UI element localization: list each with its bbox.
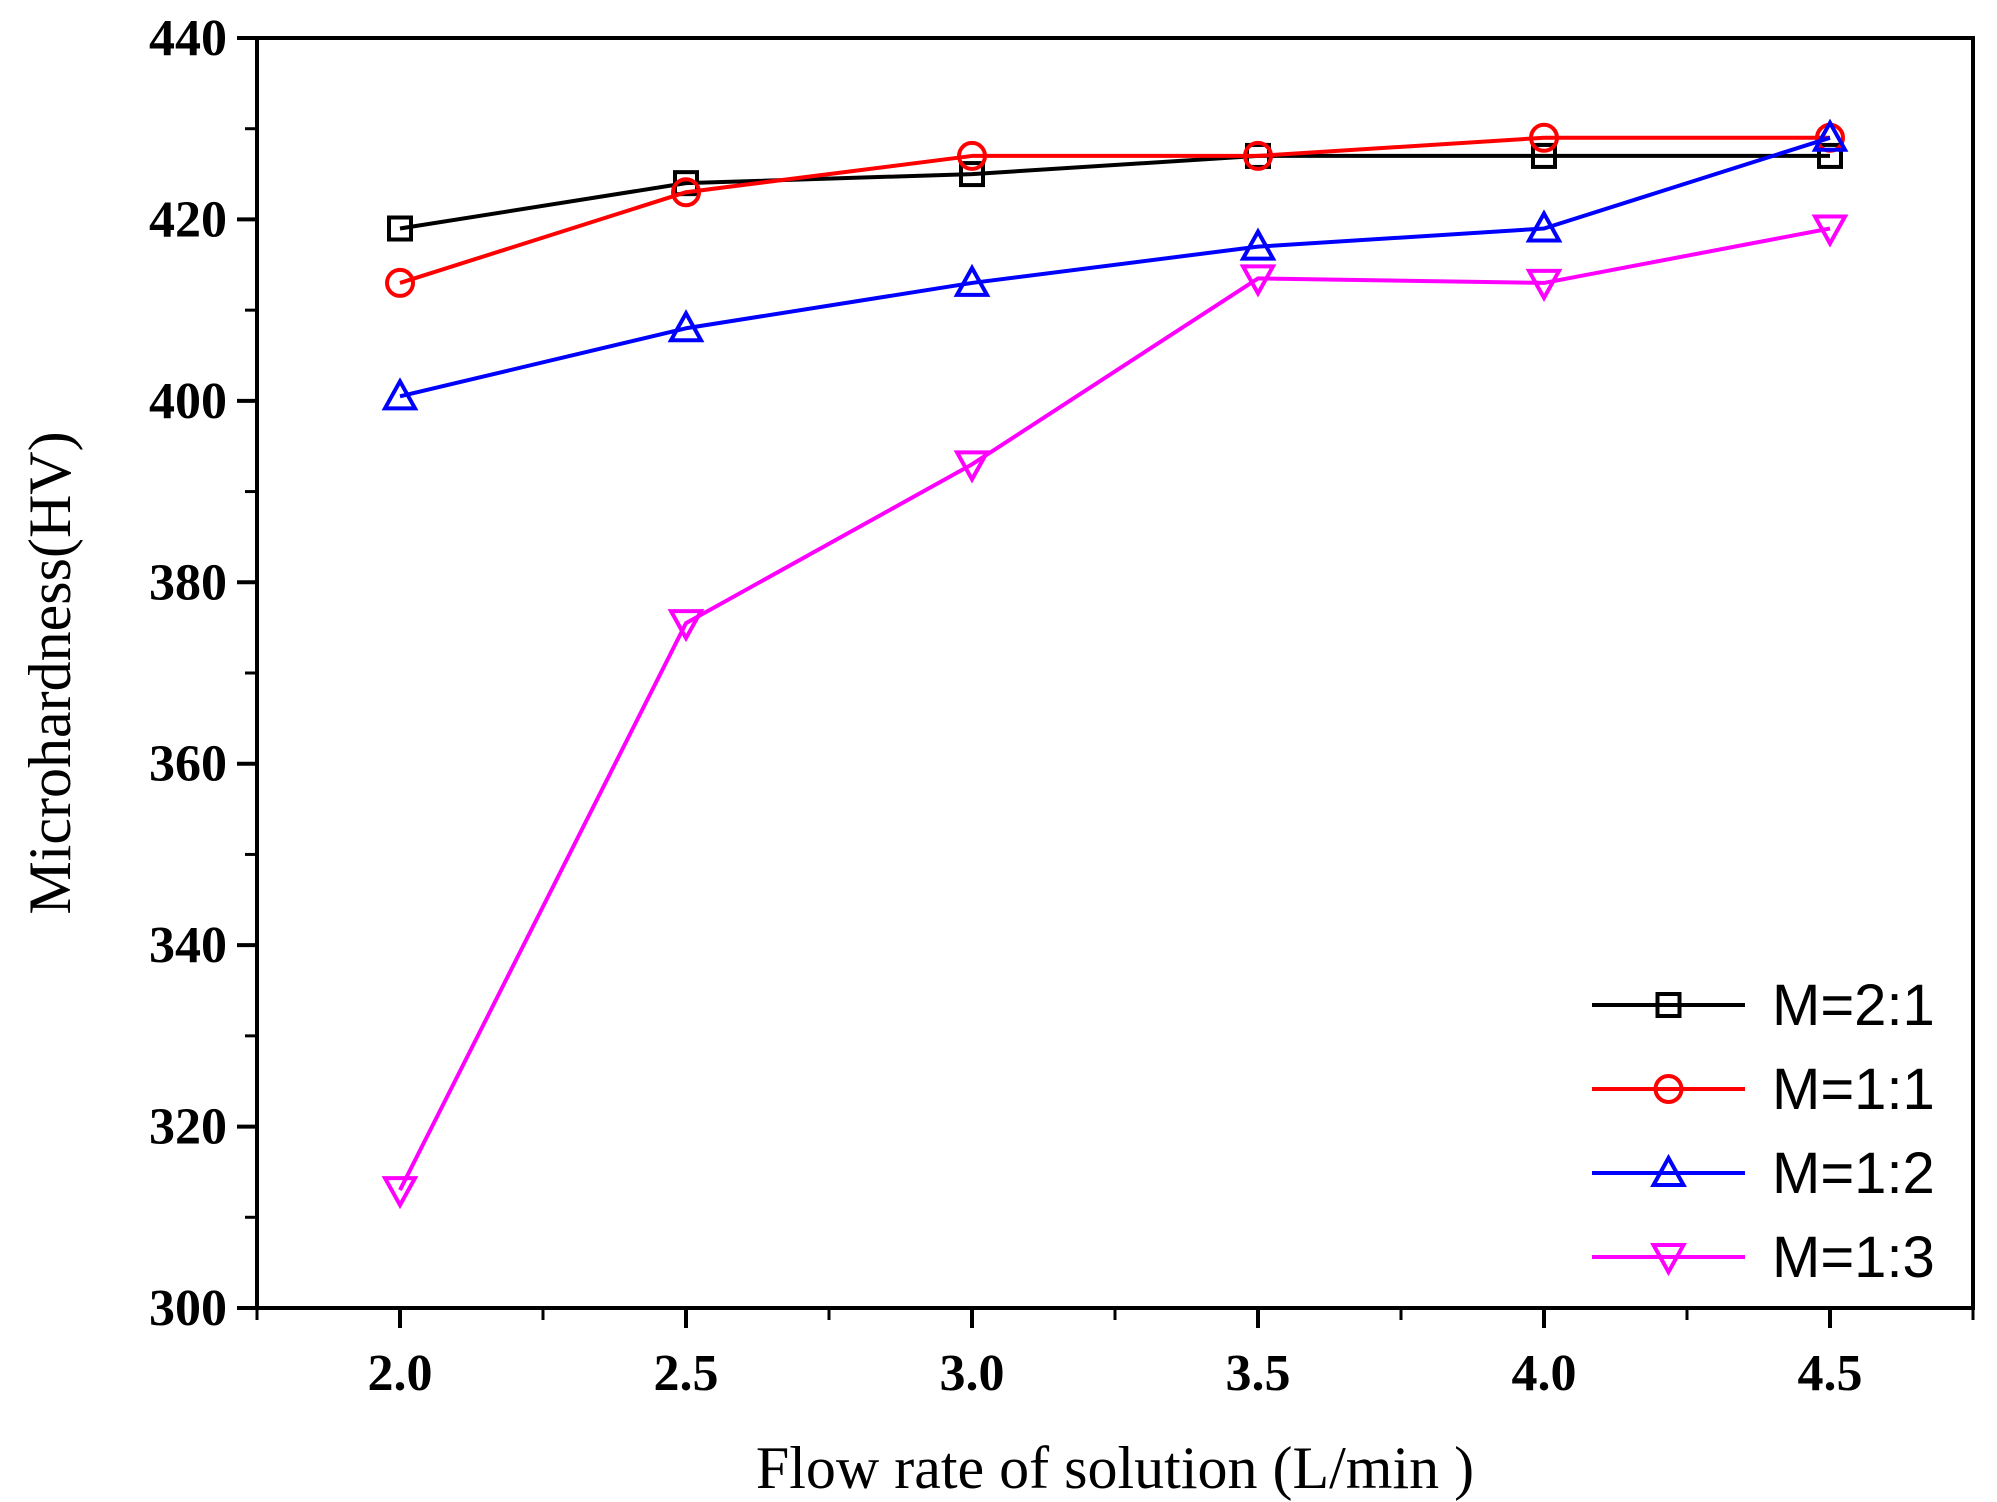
legend-marker-m-1-3 [1650, 1243, 1687, 1277]
y-tick-label: 380 [149, 554, 227, 611]
y-tick-label: 440 [149, 10, 227, 67]
x-tick-label: 3.0 [940, 1345, 1005, 1402]
y-tick-label: 340 [149, 917, 227, 974]
x-tick-label: 4.0 [1512, 1345, 1577, 1402]
data-point-m-1-2 [1525, 209, 1563, 243]
y-tick-label: 300 [149, 1280, 227, 1337]
y-axis-ticks: 300 320 340 360 380 400 420 440 [149, 10, 257, 1337]
data-point-m-1-3 [953, 450, 991, 484]
plot-frame [255, 36, 1975, 1310]
x-tick-label: 2.0 [368, 1345, 433, 1402]
y-tick-label: 420 [149, 191, 227, 248]
data-point-m-1-2 [381, 377, 419, 411]
data-point-m-1-1 [385, 267, 415, 298]
legend-marker-m-1-1 [1653, 1074, 1684, 1104]
data-point-m-1-2 [953, 263, 991, 297]
legend-marker-m-1-2 [1650, 1153, 1687, 1187]
data-point-m-1-1 [1529, 122, 1559, 153]
x-axis-title: Flow rate of solution (L/min ) [756, 1435, 1474, 1501]
series-line-m-1-3 [398, 226, 1831, 1191]
series-group [381, 118, 1849, 1210]
data-point-m-2-1 [1817, 142, 1843, 169]
series-line-m-1-1 [399, 135, 1830, 285]
data-point-m-1-1 [1243, 140, 1273, 171]
data-point-m-1-2 [1239, 227, 1277, 261]
data-point-m-2-1 [1531, 142, 1557, 169]
data-point-m-1-1 [957, 140, 987, 171]
legend-label-m-1-1: M=1:1 [1772, 1057, 1935, 1122]
x-tick-label: 2.5 [654, 1345, 719, 1402]
y-axis-title: Microhardness(HV) [17, 431, 83, 914]
data-point-m-1-3 [667, 609, 705, 643]
data-point-m-1-3 [1811, 214, 1849, 248]
data-point-m-1-3 [1239, 264, 1277, 298]
x-tick-label: 4.5 [1798, 1345, 1863, 1402]
data-point-m-1-3 [381, 1176, 419, 1210]
series-line-m-1-2 [399, 135, 1831, 399]
data-point-m-1-2 [667, 309, 705, 343]
legend-label-m-1-2: M=1:2 [1772, 1141, 1935, 1206]
y-tick-label: 400 [149, 373, 227, 430]
legend-marker-m-2-1 [1655, 992, 1682, 1018]
legend-label-m-1-3: M=1:3 [1772, 1225, 1935, 1290]
data-point-m-2-1 [387, 215, 413, 242]
series-line-m-2-1 [399, 153, 1830, 231]
x-tick-label: 3.5 [1226, 1345, 1291, 1402]
legend: M=2:1 M=1:1 M=1:2 M=1:3 [1592, 973, 1935, 1290]
data-point-m-1-3 [1525, 268, 1563, 303]
y-tick-label: 320 [149, 1099, 227, 1156]
legend-label-m-2-1: M=2:1 [1772, 973, 1935, 1038]
y-tick-label: 360 [149, 736, 227, 793]
data-point-m-1-2 [1811, 118, 1849, 152]
data-point-m-2-1 [959, 161, 985, 188]
data-point-m-1-1 [671, 177, 701, 208]
x-axis-ticks: 2.0 2.5 3.0 3.5 4.0 4.5 [255, 1308, 1975, 1402]
